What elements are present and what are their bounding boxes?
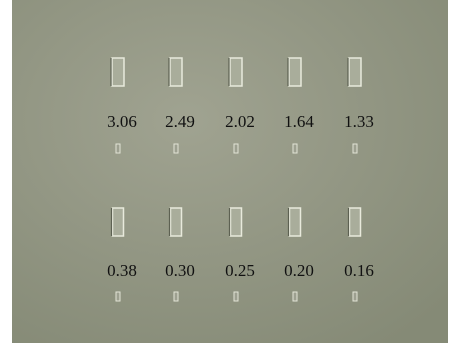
size-label: 3.06: [107, 112, 137, 131]
large-feature: [350, 208, 361, 236]
size-label: 0.16: [344, 261, 374, 280]
small-feature: [174, 144, 178, 153]
large-feature: [112, 58, 124, 86]
size-label: 0.25: [225, 261, 255, 280]
size-label: 0.20: [284, 261, 314, 280]
large-feature: [231, 208, 242, 236]
large-feature: [289, 58, 301, 86]
large-feature: [170, 58, 182, 86]
micrograph: 3.06 2.49 2.02 1.64 1.33 0.38 0.30 0.25 0.20 0.16: [0, 0, 456, 343]
size-label: 1.64: [284, 112, 314, 131]
size-label: 2.02: [225, 112, 255, 131]
small-feature: [234, 144, 238, 153]
small-feature: [234, 292, 238, 301]
size-label: 2.49: [165, 112, 195, 131]
large-feature: [290, 208, 301, 236]
large-feature: [113, 208, 124, 236]
large-feature: [349, 58, 361, 86]
small-feature: [174, 292, 178, 301]
size-label: 0.38: [107, 261, 137, 280]
large-feature: [171, 208, 182, 236]
small-feature: [116, 144, 120, 153]
small-feature: [293, 144, 297, 153]
large-feature: [230, 58, 242, 86]
small-feature: [353, 144, 357, 153]
small-feature: [116, 292, 120, 301]
size-label: 1.33: [344, 112, 374, 131]
small-feature: [293, 292, 297, 301]
sample-surface: [12, 0, 448, 343]
size-label: 0.30: [165, 261, 195, 280]
page: {"rows": [["3.06", "2.49", "2.02", "1.64…: [0, 0, 456, 343]
small-feature: [353, 292, 357, 301]
